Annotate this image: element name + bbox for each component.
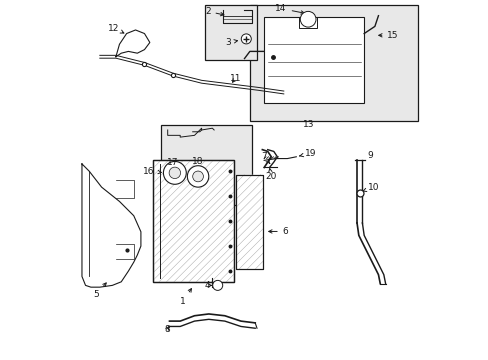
- Bar: [264, 18, 364, 103]
- Text: 8: 8: [164, 325, 169, 334]
- Text: 2: 2: [204, 7, 224, 16]
- Bar: [160, 125, 251, 205]
- Text: 17: 17: [167, 158, 179, 176]
- Bar: [299, 18, 317, 28]
- Text: 9: 9: [366, 151, 372, 160]
- Circle shape: [163, 161, 186, 184]
- Circle shape: [212, 280, 222, 291]
- Circle shape: [169, 167, 180, 179]
- Text: 19: 19: [299, 149, 316, 158]
- Text: 13: 13: [303, 120, 314, 129]
- Bar: [205, 5, 257, 60]
- Text: 4: 4: [204, 281, 211, 290]
- Circle shape: [300, 12, 315, 27]
- Text: 10: 10: [362, 183, 379, 192]
- Text: 6: 6: [268, 227, 288, 236]
- Text: 14: 14: [275, 4, 304, 14]
- Text: 3: 3: [224, 38, 237, 47]
- Text: 11: 11: [229, 74, 241, 83]
- Text: 20: 20: [265, 168, 276, 181]
- Bar: [153, 160, 233, 282]
- Bar: [236, 175, 263, 269]
- Circle shape: [187, 166, 208, 187]
- Text: 16: 16: [142, 167, 161, 176]
- Bar: [153, 160, 233, 282]
- Circle shape: [192, 171, 203, 182]
- Text: 7: 7: [261, 152, 269, 163]
- Circle shape: [241, 34, 251, 44]
- Text: 12: 12: [108, 24, 123, 33]
- Text: 15: 15: [378, 31, 398, 40]
- Text: 18: 18: [192, 157, 203, 176]
- Text: 5: 5: [93, 283, 106, 299]
- Bar: [249, 5, 417, 121]
- Text: 1: 1: [180, 289, 191, 306]
- Bar: [236, 175, 263, 269]
